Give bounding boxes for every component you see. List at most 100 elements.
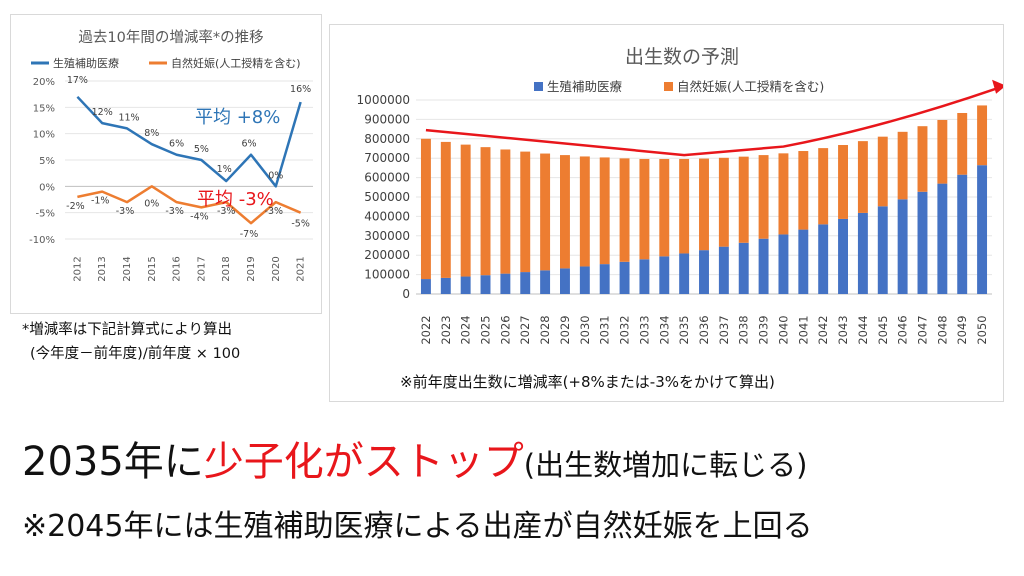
x-tick-label: 2042 xyxy=(816,315,830,344)
growth-rate-note: *増減率は下記計算式により算出 xyxy=(22,322,232,338)
y-tick-label: -5% xyxy=(36,209,55,220)
bar-natural xyxy=(818,148,829,225)
y-tick-label: 700000 xyxy=(364,151,410,165)
data-label: 16% xyxy=(290,84,311,95)
x-tick-label: 2040 xyxy=(776,315,790,344)
line-series-art xyxy=(76,95,302,188)
data-label: 6% xyxy=(169,139,184,150)
x-tick-label: 2048 xyxy=(935,315,949,344)
bar-natural xyxy=(917,126,928,192)
y-tick-label: 400000 xyxy=(364,209,410,223)
x-tick-label: 2038 xyxy=(737,315,751,344)
bar-natural xyxy=(560,155,570,269)
legend-swatch-art xyxy=(534,82,543,91)
bar-art xyxy=(659,256,670,294)
bar-art xyxy=(917,191,928,294)
legend-label-natural: 自然妊娠(人工授精を含む) xyxy=(171,56,301,70)
growth-rate-formula: (今年度－前年度)/前年度 × 100 xyxy=(30,346,241,362)
data-label: 12% xyxy=(92,107,113,118)
bar-art xyxy=(838,218,848,294)
legend-label-art: 生殖補助医療 xyxy=(53,56,119,70)
bar-natural xyxy=(579,156,590,267)
forecast-chart-title: 出生数の予測 xyxy=(625,46,739,68)
bar-natural xyxy=(937,119,948,184)
x-tick-label: 2032 xyxy=(618,315,632,344)
bar-art xyxy=(718,246,729,294)
bar-art xyxy=(857,212,868,294)
y-tick-label: 1000000 xyxy=(357,93,410,107)
bar-natural xyxy=(480,147,491,276)
x-tick-label: 2035 xyxy=(677,315,691,344)
headline-paren: (出生数増加に転じる) xyxy=(523,448,808,482)
bar-art xyxy=(440,277,451,294)
bar-natural xyxy=(977,105,988,166)
x-tick-label: 2031 xyxy=(598,315,612,344)
bar-natural xyxy=(599,157,610,265)
y-tick-label: 300000 xyxy=(364,229,410,243)
bar-natural xyxy=(619,158,630,262)
line-series-natural xyxy=(77,185,302,225)
bar-natural xyxy=(679,158,690,254)
y-tick-label: 600000 xyxy=(364,171,410,185)
y-tick-label: 0 xyxy=(402,287,410,301)
data-label: -1% xyxy=(91,196,110,207)
x-tick-label: 2023 xyxy=(439,315,453,344)
x-tick-label: 2049 xyxy=(955,315,969,344)
bar-art xyxy=(560,268,570,294)
x-tick-label: 2015 xyxy=(147,256,158,281)
bar-art xyxy=(500,273,511,294)
bar-natural xyxy=(897,131,908,200)
bar-art xyxy=(758,238,769,294)
x-tick-label: 2047 xyxy=(915,315,929,344)
x-tick-label: 2021 xyxy=(296,256,307,281)
average-art-annotation: 平均 +8% xyxy=(195,107,280,128)
x-tick-label: 2014 xyxy=(122,256,133,281)
y-tick-label: 100000 xyxy=(364,268,410,282)
y-tick-label: 900000 xyxy=(364,112,410,126)
bar-natural xyxy=(699,158,709,251)
y-tick-label: -10% xyxy=(29,235,55,246)
x-tick-label: 2013 xyxy=(97,256,108,281)
y-tick-label: 10% xyxy=(33,130,55,141)
growth-chart-title: 過去10年間の増減率*の推移 xyxy=(78,29,263,46)
x-tick-label: 2018 xyxy=(221,256,232,281)
bar-art xyxy=(818,224,829,294)
bar-natural xyxy=(758,155,769,239)
x-tick-label: 2012 xyxy=(72,256,83,281)
forecast-footnote: ※前年度出生数に増減率(+8%または-3%をかけて算出) xyxy=(400,373,775,391)
legend-label-art: 生殖補助医療 xyxy=(547,79,623,94)
x-tick-label: 2024 xyxy=(459,315,473,344)
bar-natural xyxy=(500,149,511,274)
x-tick-label: 2020 xyxy=(271,256,282,281)
x-tick-label: 2022 xyxy=(419,315,433,344)
y-tick-label: 200000 xyxy=(364,248,410,262)
data-label: -3% xyxy=(217,206,236,217)
data-label: 11% xyxy=(118,112,139,123)
x-tick-label: 2017 xyxy=(196,256,207,281)
bar-natural xyxy=(857,141,868,213)
bar-art xyxy=(579,266,590,294)
bar-natural xyxy=(639,158,650,260)
bar-art xyxy=(699,250,709,294)
bar-art xyxy=(540,270,551,294)
bar-art xyxy=(460,276,471,294)
x-tick-label: 2046 xyxy=(896,315,910,344)
y-tick-label: 5% xyxy=(39,156,55,167)
bar-art xyxy=(619,261,630,294)
bar-natural xyxy=(460,144,471,277)
x-tick-label: 2016 xyxy=(172,256,183,281)
bar-natural xyxy=(798,151,809,230)
bar-natural xyxy=(877,136,888,207)
x-tick-label: 2043 xyxy=(836,315,850,344)
x-tick-label: 2044 xyxy=(856,315,870,344)
legend-label-natural: 自然妊娠(人工授精を含む) xyxy=(677,79,824,94)
x-tick-label: 2026 xyxy=(498,315,512,344)
y-tick-label: 0% xyxy=(39,182,55,193)
bar-natural xyxy=(778,153,789,235)
x-tick-label: 2050 xyxy=(975,315,989,344)
data-label: 6% xyxy=(241,139,256,150)
bar-art xyxy=(937,183,948,294)
bar-natural xyxy=(738,156,749,243)
birth-forecast-chart-panel: 出生数の予測 生殖補助医療 自然妊娠(人工授精を含む) 1000000 90000… xyxy=(329,24,1007,402)
data-label: -3% xyxy=(165,206,184,217)
